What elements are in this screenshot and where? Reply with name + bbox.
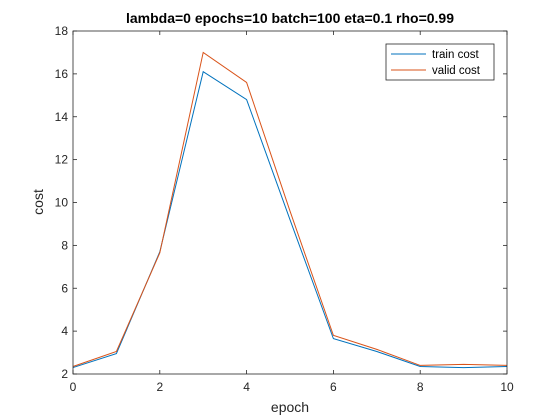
plot-area [73, 31, 507, 374]
legend-label: train cost [432, 49, 479, 61]
y-tick-label: 2 [61, 367, 68, 381]
y-tick-label: 8 [61, 238, 68, 252]
y-tick-label: 4 [61, 324, 68, 338]
series-layer [72, 51, 508, 369]
legend-box [385, 43, 495, 81]
y-tick-label: 6 [61, 281, 68, 295]
x-tick-label: 10 [500, 380, 514, 394]
x-tick-label: 6 [330, 380, 337, 394]
x-tick-label: 4 [243, 380, 250, 394]
x-tick-label: 0 [70, 380, 77, 394]
y-tick-label: 14 [55, 110, 69, 124]
legend: train cost valid cost [385, 43, 495, 81]
series-line-valid-cost [72, 51, 508, 367]
y-tick-label: 18 [55, 24, 69, 38]
y-tick-label: 16 [55, 67, 69, 81]
x-tick-label: 8 [417, 380, 424, 394]
y-tick-label: 12 [55, 153, 69, 167]
x-axis-label: epoch [271, 399, 309, 415]
legend-label: valid cost [432, 65, 481, 77]
chart-title: lambda=0 epochs=10 batch=100 eta=0.1 rho… [126, 10, 454, 26]
y-axis-label: cost [30, 189, 46, 215]
x-tick-label: 2 [156, 380, 163, 394]
y-tick-label: 10 [55, 196, 69, 210]
